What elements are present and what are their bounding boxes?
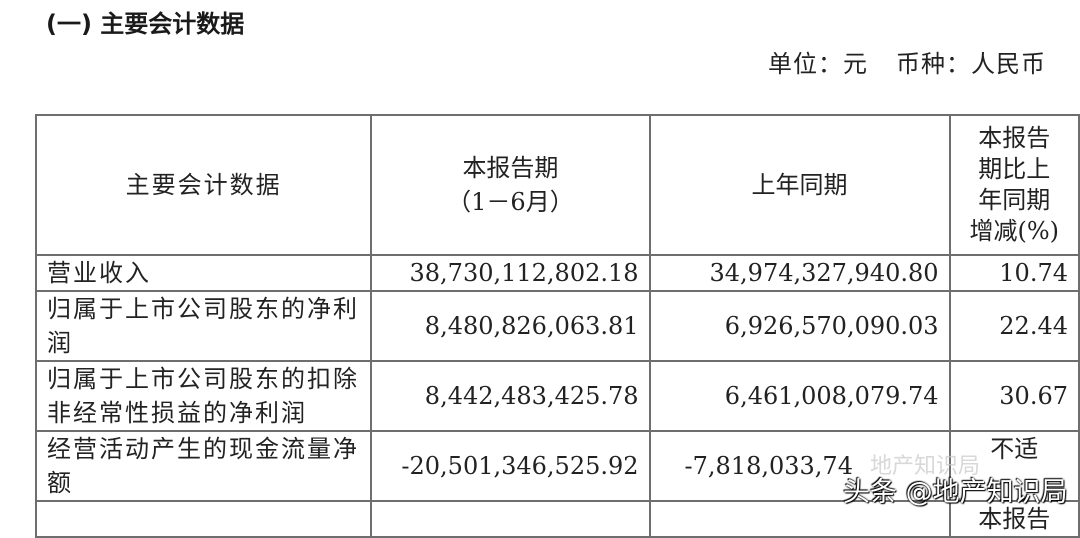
row-label: 归属于上市公司股东的扣除非经常性损益的净利润	[34, 360, 373, 432]
row-prior: 6,461,008,079.74	[648, 360, 951, 432]
table-header-row: 主要会计数据 本报告期 （1－6月） 上年同期 本报告期比上年同期增减(%)	[34, 114, 1080, 256]
header-change: 本报告期比上年同期增减(%)	[948, 114, 1080, 256]
row-change: 30.67	[948, 360, 1080, 432]
row-current: 8,442,483,425.78	[370, 360, 651, 432]
table-row: 归属于上市公司股东的扣除非经常性损益的净利润 8,442,483,425.78 …	[34, 360, 1080, 432]
row-change: 不适	[948, 430, 1080, 502]
header-item: 主要会计数据	[34, 114, 373, 256]
row-prior: -7,818,033,74	[648, 430, 951, 502]
header-change-line: 增减(%)	[969, 217, 1060, 245]
faint-watermark: 地产知识局	[870, 454, 981, 479]
table-row: 经营活动产生的现金流量净额 -20,501,346,525.92 -7,818,…	[34, 430, 1080, 502]
watermark: 头条 @地产知识局	[843, 477, 1068, 508]
header-current-line1: 本报告期	[462, 154, 559, 182]
row-current: -20,501,346,525.92	[370, 430, 651, 502]
row-label: 营业收入	[34, 254, 373, 292]
header-prior-period: 上年同期	[648, 114, 951, 256]
header-change-line: 期比上	[978, 155, 1051, 183]
row-prior: 34,974,327,940.80	[648, 254, 951, 292]
table-row: 归属于上市公司股东的净利润 8,480,826,063.81 6,926,570…	[34, 290, 1080, 362]
table-row: 营业收入 38,730,112,802.18 34,974,327,940.80…	[34, 254, 1080, 292]
header-change-line: 本报告	[978, 124, 1051, 152]
header-change-line: 年同期	[978, 186, 1051, 214]
row-label	[34, 500, 373, 538]
section-title: (一) 主要会计数据	[46, 10, 245, 38]
row-change: 22.44	[948, 290, 1080, 362]
row-current: 38,730,112,802.18	[370, 254, 651, 292]
row-label: 归属于上市公司股东的净利润	[34, 290, 373, 362]
row-label: 经营活动产生的现金流量净额	[34, 430, 373, 502]
unit-currency-line: 单位：元 币种：人民币	[740, 44, 1046, 79]
row-change: 10.74	[948, 254, 1080, 292]
header-current-period: 本报告期 （1－6月）	[370, 114, 651, 256]
currency-label: 币种：人民币	[896, 50, 1046, 78]
row-current: 8,480,826,063.81	[370, 290, 651, 362]
row-prior: 6,926,570,090.03	[648, 290, 951, 362]
header-current-line2: （1－6月）	[447, 188, 574, 216]
unit-label: 单位：元	[768, 50, 868, 78]
row-current	[370, 500, 651, 538]
